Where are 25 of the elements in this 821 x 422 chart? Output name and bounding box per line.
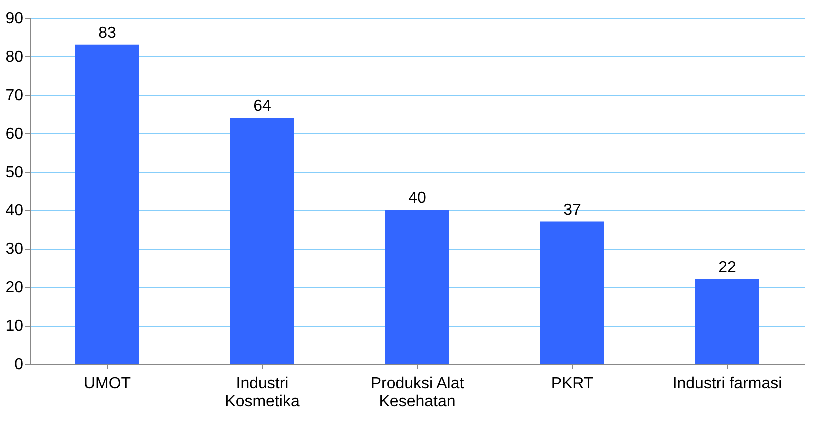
y-tick-label: 30 bbox=[6, 241, 24, 258]
y-tick-label: 60 bbox=[6, 126, 24, 143]
bar bbox=[540, 222, 604, 364]
x-tick-label: Produksi Alat Kesehatan bbox=[370, 376, 465, 410]
y-tick-label: 90 bbox=[6, 10, 24, 28]
data-label: 37 bbox=[564, 202, 582, 219]
y-tick-label: 40 bbox=[6, 202, 24, 220]
bar bbox=[230, 118, 294, 364]
y-tick-label: 70 bbox=[6, 87, 24, 104]
y-tick-label: 10 bbox=[6, 318, 24, 336]
y-tick-label: 80 bbox=[6, 48, 24, 66]
bar bbox=[696, 279, 760, 364]
bar bbox=[386, 210, 450, 364]
data-label: 40 bbox=[408, 190, 426, 208]
y-tick-label: 20 bbox=[6, 280, 24, 297]
x-tick-label: Industri Kosmetika bbox=[225, 376, 300, 410]
y-tick-label: 50 bbox=[6, 164, 24, 182]
bar bbox=[76, 44, 140, 364]
x-tick-label: Industri farmasi bbox=[672, 376, 782, 392]
data-label: 22 bbox=[718, 259, 736, 276]
data-label: 64 bbox=[254, 98, 272, 115]
data-label: 83 bbox=[98, 24, 116, 42]
x-tick-label: PKRT bbox=[551, 376, 594, 392]
y-tick-label: 0 bbox=[14, 356, 24, 374]
x-tick-label: UMOT bbox=[84, 376, 132, 392]
